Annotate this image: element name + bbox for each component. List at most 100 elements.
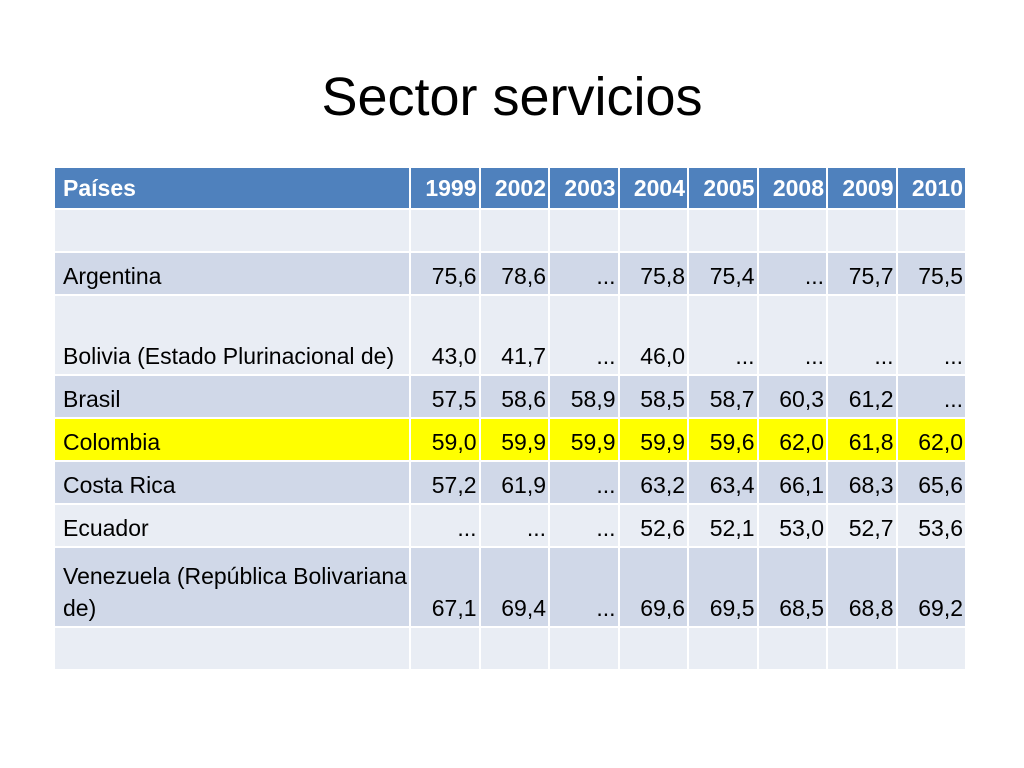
value-cell bbox=[756, 208, 828, 253]
value-cell: 41,7 bbox=[478, 294, 550, 376]
value-cell: ... bbox=[687, 294, 759, 376]
value-cell: ... bbox=[895, 294, 967, 376]
country-cell: Brasil bbox=[53, 374, 411, 419]
header-year: 2004 bbox=[617, 166, 689, 210]
value-cell: ... bbox=[409, 503, 481, 548]
value-cell bbox=[687, 626, 759, 671]
value-cell: 78,6 bbox=[478, 251, 550, 296]
value-cell: 59,0 bbox=[409, 417, 481, 462]
value-cell bbox=[617, 208, 689, 253]
value-cell: ... bbox=[548, 251, 620, 296]
value-cell: 59,9 bbox=[478, 417, 550, 462]
value-cell: 69,5 bbox=[687, 546, 759, 628]
table-row: Ecuador......... 52,6 52,1 53,0 52,7 53,6 bbox=[53, 503, 967, 548]
table-row: Venezuela (República Bolivariana de) 67,1… bbox=[53, 546, 967, 628]
value-cell bbox=[895, 208, 967, 253]
header-year: 2003 bbox=[548, 166, 620, 210]
value-cell bbox=[617, 626, 689, 671]
value-cell: 61,8 bbox=[826, 417, 898, 462]
country-cell: Colombia bbox=[53, 417, 411, 462]
value-cell bbox=[687, 208, 759, 253]
value-cell bbox=[548, 208, 620, 253]
value-cell bbox=[478, 208, 550, 253]
table-body: Argentina 75,6 78,6... 75,8 75,4... 75,7 75,5 B… bbox=[53, 208, 967, 671]
value-cell: 75,7 bbox=[826, 251, 898, 296]
value-cell: 53,0 bbox=[756, 503, 828, 548]
value-cell: 68,5 bbox=[756, 546, 828, 628]
header-year: 1999 bbox=[409, 166, 481, 210]
header-year: 2005 bbox=[687, 166, 759, 210]
value-cell: 75,8 bbox=[617, 251, 689, 296]
value-cell: 75,4 bbox=[687, 251, 759, 296]
value-cell: 59,9 bbox=[617, 417, 689, 462]
table-row: Costa Rica 57,2 61,9... 63,2 63,4 66,1 68,3 65,… bbox=[53, 460, 967, 505]
table-row: Brasil 57,5 58,6 58,9 58,5 58,7 60,3 61,2... bbox=[53, 374, 967, 419]
value-cell: ... bbox=[478, 503, 550, 548]
value-cell: 57,2 bbox=[409, 460, 481, 505]
value-cell: 58,6 bbox=[478, 374, 550, 419]
value-cell: 52,1 bbox=[687, 503, 759, 548]
value-cell: 61,9 bbox=[478, 460, 550, 505]
value-cell: 59,9 bbox=[548, 417, 620, 462]
header-year: 2010 bbox=[895, 166, 967, 210]
value-cell: 67,1 bbox=[409, 546, 481, 628]
value-cell bbox=[478, 626, 550, 671]
table-header-row: Países 1999 2002 2003 2004 2005 2008 200… bbox=[53, 166, 967, 210]
value-cell: 53,6 bbox=[895, 503, 967, 548]
table-row bbox=[53, 626, 967, 671]
value-cell bbox=[826, 208, 898, 253]
country-cell bbox=[53, 208, 411, 253]
value-cell: ... bbox=[756, 251, 828, 296]
value-cell bbox=[409, 626, 481, 671]
value-cell: 52,6 bbox=[617, 503, 689, 548]
value-cell bbox=[548, 626, 620, 671]
value-cell: 60,3 bbox=[756, 374, 828, 419]
header-countries: Países bbox=[53, 166, 411, 210]
table-row: Colombia 59,0 59,9 59,9 59,9 59,6 62,0 61,8 62,0 bbox=[53, 417, 967, 462]
value-cell: 68,3 bbox=[826, 460, 898, 505]
value-cell: ... bbox=[548, 294, 620, 376]
value-cell: 65,6 bbox=[895, 460, 967, 505]
value-cell: ... bbox=[895, 374, 967, 419]
value-cell: 58,7 bbox=[687, 374, 759, 419]
value-cell: ... bbox=[826, 294, 898, 376]
value-cell: 46,0 bbox=[617, 294, 689, 376]
value-cell: 58,9 bbox=[548, 374, 620, 419]
value-cell bbox=[895, 626, 967, 671]
table-row: Bolivia (Estado Plurinacional de) 43,0 41,… bbox=[53, 294, 967, 376]
value-cell: 57,5 bbox=[409, 374, 481, 419]
value-cell: ... bbox=[548, 503, 620, 548]
value-cell: 66,1 bbox=[756, 460, 828, 505]
header-year: 2002 bbox=[478, 166, 550, 210]
value-cell: 75,6 bbox=[409, 251, 481, 296]
value-cell: 69,6 bbox=[617, 546, 689, 628]
header-year: 2008 bbox=[756, 166, 828, 210]
value-cell: 52,7 bbox=[826, 503, 898, 548]
value-cell: 43,0 bbox=[409, 294, 481, 376]
value-cell: 62,0 bbox=[756, 417, 828, 462]
country-cell: Argentina bbox=[53, 251, 411, 296]
country-cell: Ecuador bbox=[53, 503, 411, 548]
value-cell: 75,5 bbox=[895, 251, 967, 296]
table-row bbox=[53, 208, 967, 253]
value-cell: 68,8 bbox=[826, 546, 898, 628]
slide-title: Sector servicios bbox=[321, 67, 703, 127]
country-cell bbox=[53, 626, 411, 671]
value-cell: 69,4 bbox=[478, 546, 550, 628]
value-cell: ... bbox=[756, 294, 828, 376]
value-cell: ... bbox=[548, 546, 620, 628]
value-cell: 59,6 bbox=[687, 417, 759, 462]
value-cell bbox=[409, 208, 481, 253]
table-row: Argentina 75,6 78,6... 75,8 75,4... 75,7 75,5 bbox=[53, 251, 967, 296]
value-cell bbox=[826, 626, 898, 671]
value-cell: 61,2 bbox=[826, 374, 898, 419]
value-cell: 58,5 bbox=[617, 374, 689, 419]
services-sector-table: Países 1999 2002 2003 2004 2005 2008 200… bbox=[53, 166, 967, 671]
value-cell: 63,2 bbox=[617, 460, 689, 505]
country-cell: Costa Rica bbox=[53, 460, 411, 505]
value-cell: 62,0 bbox=[895, 417, 967, 462]
value-cell: ... bbox=[548, 460, 620, 505]
country-cell: Bolivia (Estado Plurinacional de) bbox=[53, 294, 411, 376]
value-cell bbox=[756, 626, 828, 671]
header-year: 2009 bbox=[826, 166, 898, 210]
